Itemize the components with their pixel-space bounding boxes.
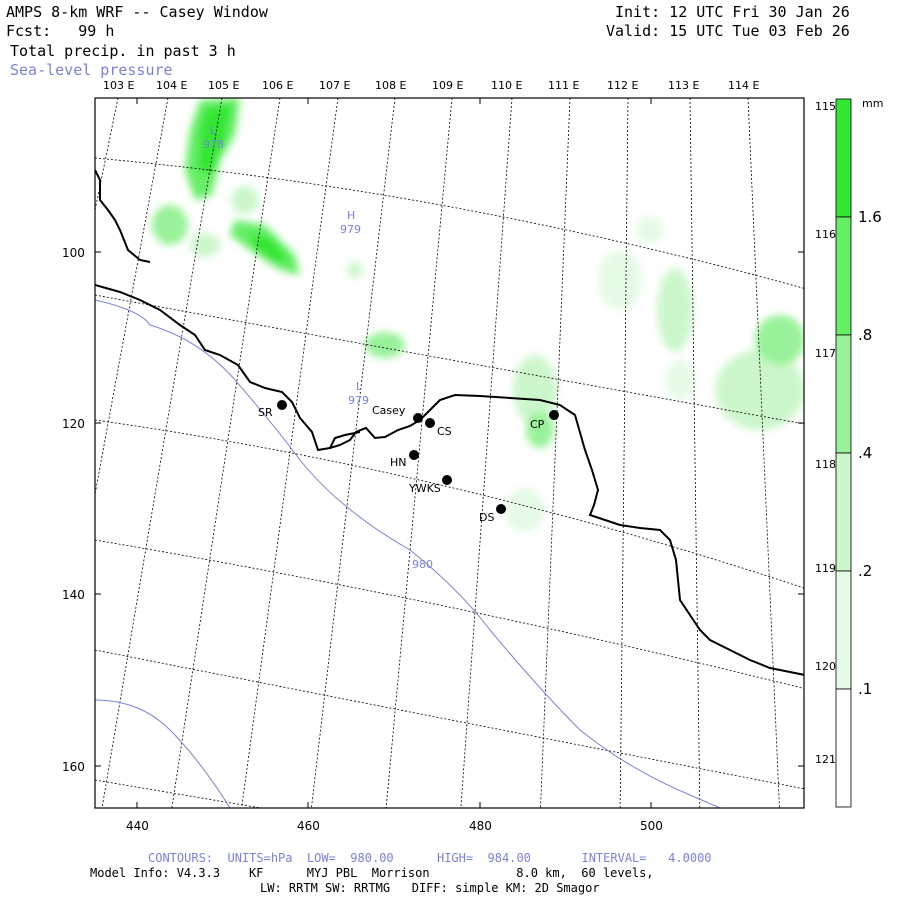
- colorbar-band-zero: [835, 688, 852, 808]
- lon-label-112: 112 E: [607, 79, 638, 92]
- lon-label-113: 113 E: [668, 79, 699, 92]
- x-tick-480: 480: [469, 819, 492, 833]
- model-info-line2: LW: RRTM SW: RRTMG DIFF: simple KM: 2D S…: [260, 881, 600, 895]
- y-tick-160: 160: [62, 760, 85, 774]
- colorbar-band-0-1: [835, 570, 852, 690]
- x-tick-500: 500: [640, 819, 663, 833]
- map-title: AMPS 8-km WRF -- Casey Window: [6, 3, 268, 21]
- station-label-ds: DS: [479, 511, 494, 524]
- plot-frame: [94, 97, 805, 809]
- y-tick-140: 140: [62, 588, 85, 602]
- station-markers: [277, 400, 559, 514]
- station-ds-marker: [496, 504, 506, 514]
- valid-time: Valid: 15 UTC Tue 03 Feb 26: [606, 22, 850, 40]
- colorbar-tick-1-6: 1.6: [858, 208, 882, 226]
- coastline: [95, 169, 804, 676]
- contour-info: CONTOURS: UNITS=hPa LOW= 980.00 HIGH= 98…: [148, 851, 712, 865]
- isobar-980-label: 980: [412, 558, 433, 571]
- station-sr-marker: [277, 400, 287, 410]
- station-ywks-marker: [442, 475, 452, 485]
- low-979-letter: L: [356, 380, 363, 393]
- colorbar: mm 1.6 .8 .4 .2 .1: [835, 97, 883, 808]
- colorbar-band-0-4: [835, 334, 852, 454]
- lon-label-105: 105 E: [208, 79, 239, 92]
- y-axis: [95, 251, 804, 767]
- colorbar-band-1-6: [835, 98, 852, 218]
- init-time: Init: 12 UTC Fri 30 Jan 26: [615, 3, 850, 21]
- colorbar-tick-0-1: .1: [858, 680, 872, 698]
- lon-label-111: 111 E: [548, 79, 579, 92]
- model-info-line1: Model Info: V4.3.3 KF MYJ PBL Morrison 8…: [90, 866, 654, 880]
- station-label-cs: CS: [437, 425, 452, 438]
- latitude-gridlines: [95, 157, 804, 808]
- lon-label-106: 106 E: [262, 79, 293, 92]
- colorbar-tick-0-8: .8: [858, 326, 872, 344]
- colorbar-tick-0-4: .4: [858, 444, 872, 462]
- colorbar-unit: mm: [862, 97, 883, 110]
- lon-label-110: 110 E: [491, 79, 522, 92]
- station-hn-marker: [409, 450, 419, 460]
- pressure-labels: L 978 H 979 L 979 980: [203, 124, 433, 571]
- colorbar-band-0-2: [835, 452, 852, 572]
- isobar-contours: [95, 299, 721, 808]
- low-978-letter: L: [210, 124, 217, 137]
- station-cs-marker: [425, 418, 435, 428]
- station-casey-marker: [413, 413, 423, 423]
- overlay-description: Sea-level pressure: [10, 61, 173, 79]
- station-cp-marker: [549, 410, 559, 420]
- lon-label-109: 109 E: [432, 79, 463, 92]
- lon-label-107: 107 E: [319, 79, 350, 92]
- precip-shading: [152, 98, 804, 532]
- forecast-hour: Fcst: 99 h: [6, 22, 115, 40]
- x-axis: [136, 98, 652, 808]
- low-979-value: 979: [348, 394, 369, 407]
- y-tick-120: 120: [62, 417, 85, 431]
- lon-label-114: 114 E: [728, 79, 759, 92]
- longitude-labels: 103 E 104 E 105 E 106 E 107 E 108 E 109 …: [103, 79, 759, 92]
- lon-label-108: 108 E: [375, 79, 406, 92]
- longitude-gridlines: [95, 98, 780, 808]
- low-978-value: 978: [203, 138, 224, 151]
- lon-label-104: 104 E: [156, 79, 187, 92]
- station-label-sr: SR: [258, 406, 273, 419]
- colorbar-tick-0-2: .2: [858, 562, 872, 580]
- x-tick-460: 460: [297, 819, 320, 833]
- station-label-ywks: YWKS: [408, 482, 441, 495]
- high-979-letter: H: [347, 209, 355, 222]
- lon-label-103: 103 E: [103, 79, 134, 92]
- x-tick-440: 440: [126, 819, 149, 833]
- station-label-hn: HN: [390, 456, 407, 469]
- station-label-cp: CP: [530, 418, 545, 431]
- high-979-value: 979: [340, 223, 361, 236]
- y-tick-100: 100: [62, 246, 85, 260]
- station-labels: SR Casey CS HN YWKS DS CP: [258, 404, 545, 524]
- colorbar-band-0-8: [835, 216, 852, 336]
- station-label-casey: Casey: [372, 404, 406, 417]
- field-description: Total precip. in past 3 h: [10, 42, 236, 60]
